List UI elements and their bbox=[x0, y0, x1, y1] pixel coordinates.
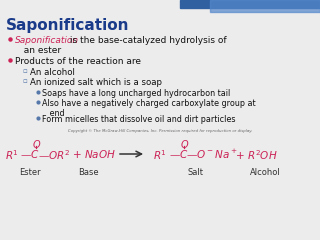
Text: is the base-catalyzed hydrolysis of: is the base-catalyzed hydrolysis of bbox=[67, 36, 227, 45]
Text: $O$: $O$ bbox=[180, 138, 189, 150]
Bar bbox=[180, 0, 320, 8]
Text: $—O^-Na^+$: $—O^-Na^+$ bbox=[186, 148, 238, 161]
Text: Base: Base bbox=[78, 168, 98, 177]
Text: Ester: Ester bbox=[19, 168, 41, 177]
Text: An alcohol: An alcohol bbox=[30, 68, 75, 77]
Text: $—C$: $—C$ bbox=[169, 148, 188, 160]
Text: Products of the reaction are: Products of the reaction are bbox=[15, 57, 141, 66]
Text: end: end bbox=[42, 109, 65, 118]
Text: Alcohol: Alcohol bbox=[250, 168, 280, 177]
Text: Form micelles that dissolve oil and dirt particles: Form micelles that dissolve oil and dirt… bbox=[42, 115, 236, 124]
Text: $O$: $O$ bbox=[32, 138, 41, 150]
Bar bbox=[210, 0, 320, 12]
Text: Salt: Salt bbox=[188, 168, 204, 177]
Text: ▫: ▫ bbox=[22, 78, 27, 84]
Text: Saponification: Saponification bbox=[6, 18, 130, 33]
Text: $R^1$: $R^1$ bbox=[153, 148, 167, 162]
Text: Copyright © The McGraw-Hill Companies, Inc. Permission required for reproduction: Copyright © The McGraw-Hill Companies, I… bbox=[68, 129, 252, 133]
Text: $+\ R^2OH$: $+\ R^2OH$ bbox=[235, 148, 278, 162]
Text: An ionized salt which is a soap: An ionized salt which is a soap bbox=[30, 78, 162, 87]
Text: $R^1$: $R^1$ bbox=[5, 148, 19, 162]
Text: $—C$: $—C$ bbox=[20, 148, 40, 160]
Text: ▫: ▫ bbox=[22, 68, 27, 74]
Text: $—OR^2$: $—OR^2$ bbox=[38, 148, 70, 162]
Text: $+\ NaOH$: $+\ NaOH$ bbox=[72, 148, 116, 160]
Text: Saponification: Saponification bbox=[15, 36, 79, 45]
Text: an ester: an ester bbox=[18, 46, 61, 55]
Text: Also have a negatively charged carboxylate group at: Also have a negatively charged carboxyla… bbox=[42, 99, 256, 108]
Text: Soaps have a long uncharged hydrocarbon tail: Soaps have a long uncharged hydrocarbon … bbox=[42, 89, 230, 98]
